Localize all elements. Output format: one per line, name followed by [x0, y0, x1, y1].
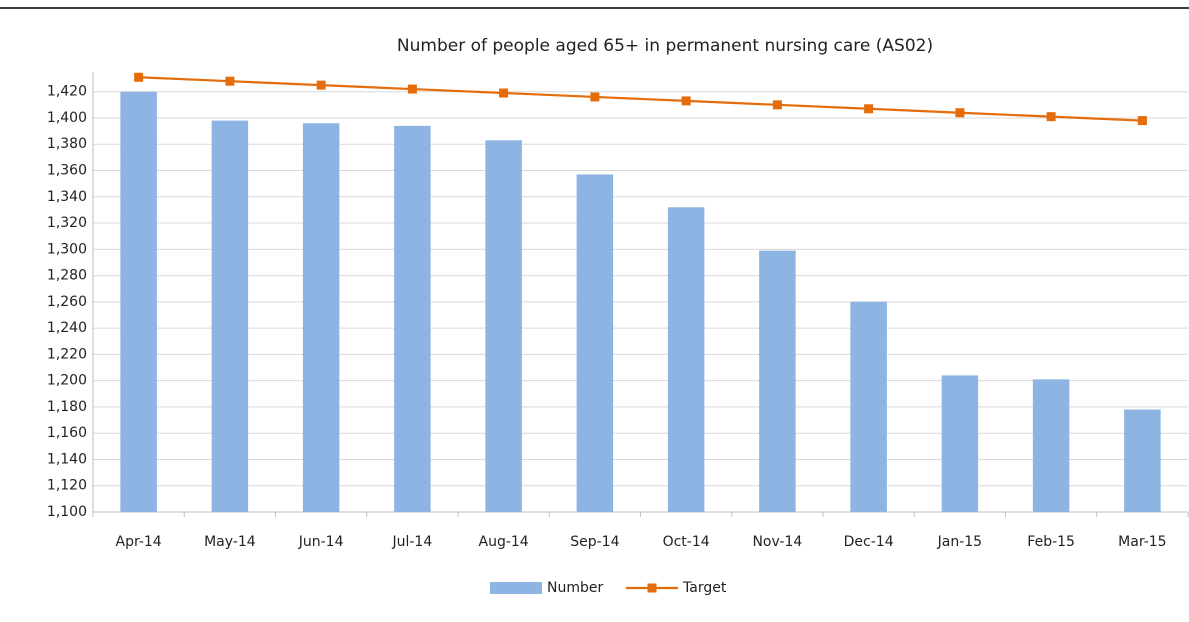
y-tick-label: 1,280	[47, 268, 87, 284]
x-tick-label: Jul-14	[391, 534, 432, 550]
x-tick-label: Jan-15	[937, 534, 982, 550]
y-tick-label: 1,100	[47, 504, 87, 520]
bar	[211, 120, 249, 512]
bar	[759, 250, 796, 512]
target-marker	[134, 72, 144, 82]
y-tick-label: 1,380	[47, 136, 87, 152]
x-tick-label: Nov-14	[752, 534, 802, 550]
target-marker	[955, 108, 965, 118]
target-marker	[1137, 116, 1147, 126]
x-tick-label: Aug-14	[479, 534, 529, 550]
y-tick-label: 1,140	[47, 451, 87, 467]
legend-label: Target	[682, 580, 727, 596]
y-tick-label: 1,400	[47, 110, 87, 126]
y-tick-label: 1,180	[47, 399, 87, 415]
legend-label: Number	[547, 580, 603, 596]
x-tick-label: Jun-14	[298, 534, 344, 550]
bar	[394, 125, 431, 513]
y-tick-label: 1,420	[47, 84, 87, 100]
bar	[941, 375, 979, 512]
target-line	[138, 76, 1143, 122]
y-tick-label: 1,200	[47, 373, 87, 389]
bar	[850, 301, 887, 512]
y-tick-label: 1,300	[47, 241, 87, 257]
target-marker	[772, 100, 782, 110]
x-tick-label: Oct-14	[663, 534, 710, 550]
x-tick-label: Dec-14	[844, 534, 894, 550]
x-tick-label: Mar-15	[1118, 534, 1166, 550]
y-tick-label: 1,340	[47, 189, 87, 205]
x-tick-label: Feb-15	[1027, 534, 1075, 550]
y-tick-label: 1,220	[47, 346, 87, 362]
y-tick-label: 1,240	[47, 320, 87, 336]
bar	[302, 123, 340, 512]
target-marker	[864, 104, 874, 114]
bar	[485, 140, 522, 512]
bar	[667, 207, 705, 513]
target-marker	[407, 84, 417, 94]
chart-title: Number of people aged 65+ in permanent n…	[397, 36, 933, 56]
y-tick-label: 1,160	[47, 425, 87, 441]
target-marker	[316, 80, 326, 90]
y-tick-label: 1,320	[47, 215, 87, 231]
bar	[576, 174, 614, 512]
bar	[1124, 409, 1161, 512]
x-tick-label: Sep-14	[570, 534, 619, 550]
target-marker	[225, 76, 235, 86]
legend-swatch	[490, 582, 542, 594]
legend-marker	[647, 583, 657, 593]
bar	[1032, 379, 1070, 512]
x-tick-label: May-14	[204, 534, 256, 550]
y-tick-label: 1,360	[47, 163, 87, 179]
target-marker	[1046, 112, 1056, 122]
y-tick-label: 1,260	[47, 294, 87, 310]
target-marker	[590, 92, 600, 102]
target-marker	[681, 96, 691, 106]
bar	[120, 91, 157, 513]
y-tick-label: 1,120	[47, 478, 87, 494]
x-tick-label: Apr-14	[116, 534, 162, 550]
target-marker	[499, 88, 509, 98]
